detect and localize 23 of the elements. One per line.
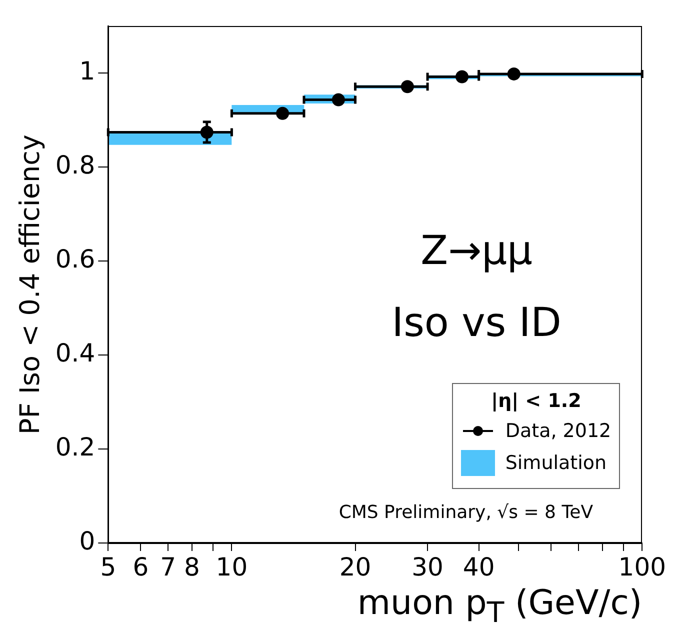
x-tick-label: 8 [184,552,200,582]
x-tick-label: 5 [100,552,116,582]
y-tick-label: 0 [79,526,96,556]
x-tick-label: 6 [132,552,149,582]
x-tick-label: 10 [216,552,248,582]
y-tick-label: 0.8 [55,150,96,180]
y-tick-label: 0.6 [55,244,96,274]
x-tick-label: 20 [339,552,372,582]
x-tick-label: 7 [160,552,176,582]
annotation: CMS Preliminary, √s = 8 TeV [338,502,594,523]
y-axis-title: PF Iso < 0.4 efficiency [15,134,46,434]
legend-label: Data, 2012 [505,420,612,442]
annotation: Iso vs ID [392,300,562,346]
x-axis-title: muon p$_{T}$ (GeV/c) [357,583,642,629]
y-tick-label: 0.2 [55,432,96,462]
annotation: Z→μμ [420,228,533,274]
legend-title: |η| < 1.2 [490,390,582,412]
y-tick-label: 0.4 [55,338,96,368]
x-tick-label: 30 [412,552,444,582]
y-tick-label: 1 [79,56,96,86]
x-tick-label: 40 [462,552,495,582]
legend-label: Simulation [505,452,607,474]
x-tick-label: 100 [618,552,666,582]
